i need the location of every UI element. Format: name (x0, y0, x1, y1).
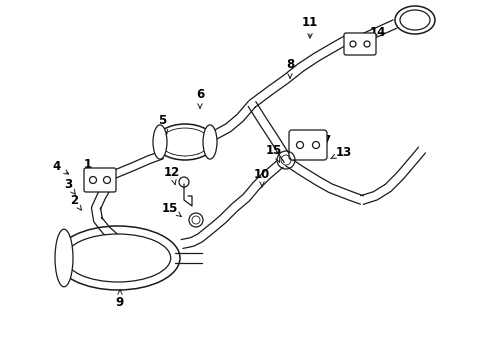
Text: 12: 12 (163, 166, 180, 184)
Text: 15: 15 (162, 202, 181, 216)
Text: 5: 5 (158, 113, 167, 134)
FancyBboxPatch shape (343, 33, 375, 55)
Ellipse shape (394, 6, 434, 34)
Text: 6: 6 (196, 89, 203, 108)
Ellipse shape (160, 128, 209, 156)
Text: 15: 15 (265, 144, 282, 162)
Text: 14: 14 (361, 26, 386, 39)
Ellipse shape (153, 125, 167, 159)
Ellipse shape (56, 226, 180, 290)
Text: 3: 3 (64, 179, 75, 194)
Text: 7: 7 (311, 134, 329, 147)
FancyBboxPatch shape (84, 168, 116, 192)
Text: 13: 13 (330, 145, 351, 159)
Text: 2: 2 (70, 194, 81, 210)
Ellipse shape (55, 229, 73, 287)
Ellipse shape (65, 234, 170, 282)
Text: 11: 11 (301, 15, 318, 38)
Ellipse shape (203, 125, 217, 159)
FancyBboxPatch shape (288, 130, 326, 160)
Text: 1: 1 (84, 158, 97, 174)
Text: 9: 9 (116, 290, 124, 309)
Ellipse shape (155, 124, 215, 160)
Text: 8: 8 (285, 58, 293, 78)
Text: 10: 10 (253, 168, 269, 187)
Text: 4: 4 (53, 161, 68, 174)
Ellipse shape (399, 10, 429, 30)
